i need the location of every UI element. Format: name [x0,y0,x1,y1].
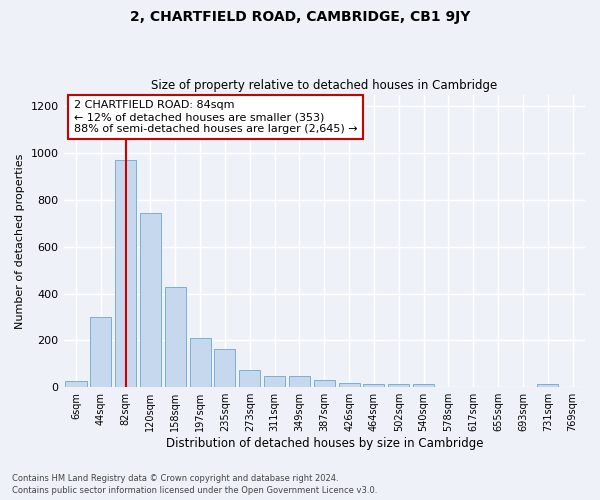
Bar [239,370,260,387]
Y-axis label: Number of detached properties: Number of detached properties [15,153,25,328]
Bar [90,317,112,387]
Bar [537,384,559,387]
Bar [65,382,86,387]
Bar [264,376,285,387]
Title: Size of property relative to detached houses in Cambridge: Size of property relative to detached ho… [151,79,497,92]
Text: 2, CHARTFIELD ROAD, CAMBRIDGE, CB1 9JY: 2, CHARTFIELD ROAD, CAMBRIDGE, CB1 9JY [130,10,470,24]
Bar [388,384,409,387]
Bar [314,380,335,387]
Bar [289,376,310,387]
Bar [165,286,186,387]
Text: Contains HM Land Registry data © Crown copyright and database right 2024.
Contai: Contains HM Land Registry data © Crown c… [12,474,377,495]
Bar [338,383,359,387]
Bar [115,160,136,387]
Bar [214,348,235,387]
Bar [190,338,211,387]
Bar [413,384,434,387]
X-axis label: Distribution of detached houses by size in Cambridge: Distribution of detached houses by size … [166,437,483,450]
Bar [140,213,161,387]
Bar [364,384,385,387]
Text: 2 CHARTFIELD ROAD: 84sqm
← 12% of detached houses are smaller (353)
88% of semi-: 2 CHARTFIELD ROAD: 84sqm ← 12% of detach… [74,100,358,134]
